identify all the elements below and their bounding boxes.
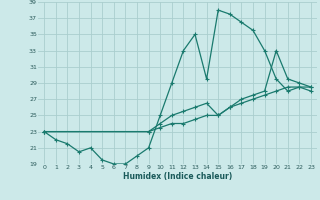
X-axis label: Humidex (Indice chaleur): Humidex (Indice chaleur) xyxy=(123,172,232,181)
